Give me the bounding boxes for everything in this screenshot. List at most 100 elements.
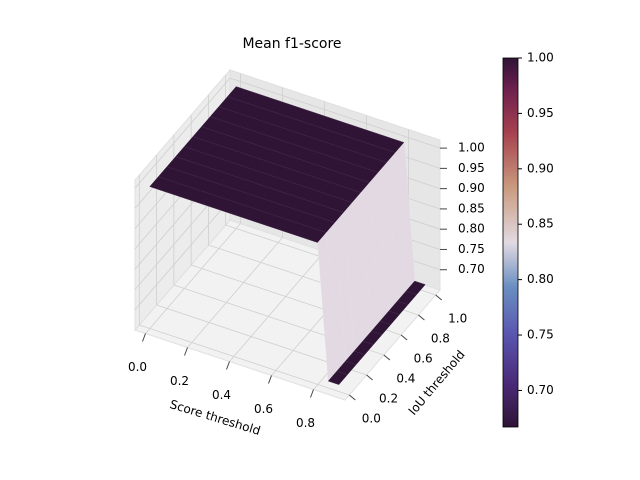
surface-gridline (272, 201, 283, 206)
surface-gridline (317, 242, 329, 382)
surface-gridline (289, 181, 300, 186)
surface-gridline (327, 168, 339, 173)
surface-gridline (210, 116, 221, 121)
y-tick (418, 314, 425, 321)
surface-gridline (275, 228, 287, 233)
surface-gridline (414, 280, 426, 285)
colorbar-tick-label: 0.95 (527, 106, 554, 120)
surface-gridline (334, 144, 345, 149)
surface-gridline (290, 117, 302, 122)
grid-line (229, 77, 441, 149)
surface-gridline (299, 184, 311, 189)
surface-gridline (281, 127, 293, 132)
surface-gridline (226, 160, 237, 165)
surface-gridline (223, 210, 234, 215)
surface-gridline (269, 110, 281, 115)
surface-gridline (329, 181, 341, 186)
surface-gridline (371, 330, 383, 335)
surface-gridline (393, 138, 405, 143)
surface-gridline (336, 370, 348, 375)
surface-gridline (237, 99, 249, 104)
surface-gridline (261, 197, 273, 202)
surface-gridline (254, 221, 266, 226)
y-tick (400, 334, 408, 341)
surface-gridline (284, 218, 296, 223)
surface-gridline (218, 106, 230, 111)
surface-gridline (403, 142, 415, 282)
surface-gridline (355, 151, 366, 156)
grid-line (229, 251, 325, 362)
surface-gridline (250, 116, 261, 121)
surface-gridline (240, 190, 252, 195)
surface-gridline (311, 124, 323, 129)
x-axis-label: Score threshold (168, 397, 262, 438)
surface-gridline (405, 290, 417, 295)
colorbar-tick-label: 0.80 (527, 272, 554, 286)
y-tick (383, 354, 391, 361)
surface-gridline (244, 217, 255, 222)
surface-gridline (251, 194, 262, 199)
colorbar-tick-label: 1.00 (527, 51, 554, 65)
surface-gridline (302, 134, 314, 139)
surface-gridline (242, 204, 254, 209)
colorbar-tick-label: 0.70 (527, 383, 554, 397)
surface-gridline (192, 136, 204, 141)
surface-gridline (333, 208, 344, 213)
surface-gridline (354, 350, 365, 355)
z-tick-label: 0.70 (458, 262, 485, 276)
surface-gridline (200, 190, 212, 195)
surface-gridline (339, 185, 351, 190)
surface-gridline (158, 176, 170, 181)
surface-gridline (315, 151, 326, 156)
surface-gridline (255, 157, 267, 162)
z-tick-label: 0.90 (458, 181, 485, 195)
surface-gridline (170, 193, 182, 198)
surface-gridline (331, 195, 342, 200)
surface-gridline (207, 166, 218, 171)
surface-gridline (322, 205, 334, 210)
grid-line (145, 223, 241, 334)
surface-gridline (233, 136, 244, 141)
surface-gridline (288, 103, 300, 108)
surface-gridline (317, 164, 328, 169)
surface-gridline (177, 169, 189, 174)
surface-gridline (236, 86, 247, 91)
surface-gridline (230, 187, 241, 192)
surface-gridline (203, 139, 215, 144)
surface-gridline (383, 135, 394, 140)
surface-gridline (296, 157, 307, 162)
surface-gridline (259, 184, 271, 189)
surface-gridline (271, 123, 282, 128)
surface-gridline (341, 121, 352, 126)
surface-gridline (283, 140, 295, 145)
surface-gridline (363, 141, 375, 146)
surface-gridline (362, 128, 373, 133)
surface-gridline (308, 174, 320, 179)
surface-gridline (372, 131, 384, 136)
surface-gridline (292, 130, 303, 135)
surface-gridline (227, 96, 239, 101)
surface-gridline (212, 129, 223, 134)
surface-gridline (357, 165, 368, 170)
grid-line (134, 77, 231, 189)
surface-gridline (384, 148, 396, 153)
surface-gridline (315, 228, 327, 233)
surface-gridline (205, 153, 216, 158)
surface-gridline (334, 222, 346, 362)
surface-gridline (374, 145, 386, 150)
surface-gridline (246, 89, 258, 94)
surface-gridline (249, 180, 260, 185)
surface-gridline (228, 173, 239, 178)
surface-gridline (353, 138, 365, 143)
surface-gridline (260, 120, 272, 125)
surface-gridline (222, 133, 234, 138)
surface-gridline (279, 113, 291, 118)
surface-gridline (362, 340, 374, 345)
surface-gridline (241, 126, 253, 131)
x-tick-label: 0.6 (254, 402, 273, 416)
surface-gridline (378, 172, 390, 312)
surface-gridline (270, 187, 281, 192)
surface-gridline (359, 178, 370, 183)
surface-gridline (265, 224, 276, 229)
surface-gridline (210, 193, 222, 198)
